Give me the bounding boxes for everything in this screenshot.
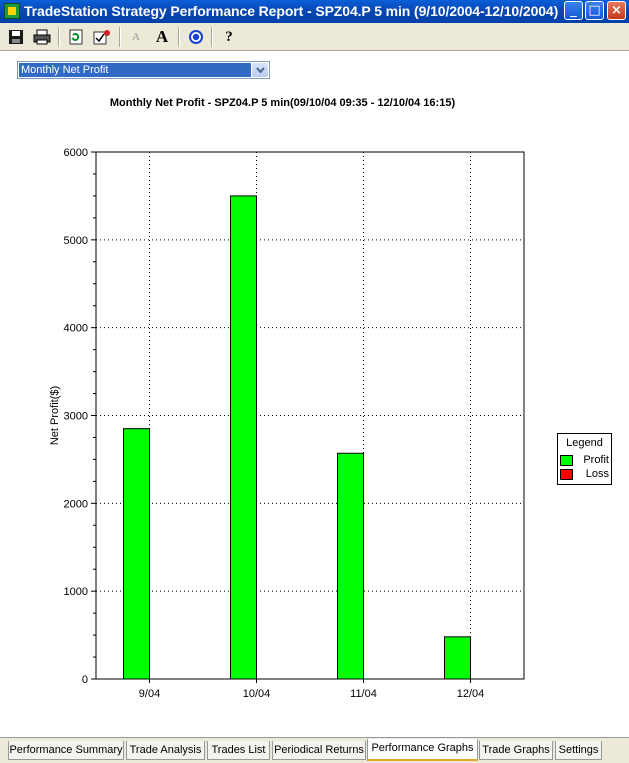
y-tick-label: 5000 — [64, 235, 88, 247]
x-tick-label: 12/04 — [457, 688, 485, 700]
window-title: TradeStation Strategy Performance Report… — [24, 3, 559, 19]
chevron-down-icon — [255, 67, 265, 73]
report-tabs: Performance Summary Trade Analysis Trade… — [0, 737, 629, 763]
toolbar-separator — [178, 27, 180, 47]
tab-trade-analysis[interactable]: Trade Analysis — [126, 741, 205, 760]
bar-11-04 — [337, 452, 364, 680]
legend-item-profit: Profit — [560, 454, 611, 468]
report-type-value: Monthly Net Profit — [19, 63, 251, 77]
y-tick-label: 3000 — [64, 411, 88, 423]
settings-check-button[interactable] — [91, 26, 113, 48]
print-icon — [33, 29, 51, 45]
toolbar: A A ? — [0, 23, 629, 51]
tab-performance-summary[interactable]: Performance Summary — [8, 741, 124, 760]
legend-swatch-loss — [560, 469, 573, 480]
y-tick-label: 2000 — [64, 498, 88, 510]
tab-settings[interactable]: Settings — [555, 741, 602, 760]
tab-trade-graphs[interactable]: Trade Graphs — [479, 741, 553, 760]
net-profit-chart: 0 1000 2000 3000 4000 5000 6000 9/04 10/04 11/04 1… — [49, 147, 525, 700]
toolbar-separator — [58, 27, 60, 47]
help-icon: ? — [225, 28, 233, 45]
target-button[interactable] — [185, 26, 207, 48]
legend-item-loss: Loss — [560, 468, 611, 482]
font-decrease-button[interactable]: A — [125, 26, 147, 48]
font-increase-icon: A — [155, 27, 169, 46]
tab-periodical-returns[interactable]: Periodical Returns — [272, 741, 366, 760]
x-tick-label: 11/04 — [350, 688, 377, 700]
maximize-button[interactable]: □ — [585, 1, 604, 20]
chart-legend: Legend Profit Loss — [557, 433, 612, 485]
x-tick-label: 9/04 — [139, 688, 160, 700]
close-button[interactable]: × — [607, 1, 626, 20]
save-button[interactable] — [5, 26, 27, 48]
y-tick-label: 6000 — [64, 147, 88, 159]
dropdown-arrow[interactable] — [252, 63, 268, 77]
font-decrease-icon: A — [132, 31, 140, 43]
bar-9-04 — [123, 428, 150, 680]
settings-check-icon — [93, 30, 110, 45]
toolbar-separator — [119, 27, 121, 47]
y-tick-label: 4000 — [64, 323, 88, 335]
legend-label-loss: Loss — [585, 468, 609, 480]
bar-10-04 — [230, 195, 257, 680]
legend-label-profit: Profit — [583, 454, 609, 466]
report-content: Monthly Net Profit Monthly Net Profit - … — [0, 51, 629, 737]
toolbar-separator — [211, 27, 213, 47]
save-icon — [9, 30, 23, 44]
tab-performance-graphs[interactable]: Performance Graphs — [367, 739, 478, 761]
y-tick-label: 1000 — [64, 586, 88, 598]
report-type-dropdown[interactable]: Monthly Net Profit — [17, 61, 270, 79]
target-icon — [189, 30, 203, 44]
title-bar: TradeStation Strategy Performance Report… — [0, 0, 629, 23]
print-button[interactable] — [31, 26, 53, 48]
y-tick-label: 0 — [82, 674, 88, 686]
tab-trades-list[interactable]: Trades List — [207, 741, 270, 760]
bar-12-04 — [444, 636, 471, 680]
refresh-icon — [69, 29, 83, 45]
font-increase-button[interactable]: A — [151, 26, 173, 48]
legend-title: Legend — [566, 437, 603, 449]
chart-title: Monthly Net Profit - SPZ04.P 5 min(09/10… — [109, 97, 456, 109]
app-icon — [4, 3, 20, 19]
refresh-button[interactable] — [65, 26, 87, 48]
help-button[interactable]: ? — [218, 26, 240, 48]
minimize-button[interactable]: _ — [564, 1, 583, 20]
x-tick-label: 10/04 — [243, 688, 271, 700]
legend-swatch-profit — [560, 455, 573, 466]
y-axis-label: Net Profit($) — [49, 386, 61, 445]
